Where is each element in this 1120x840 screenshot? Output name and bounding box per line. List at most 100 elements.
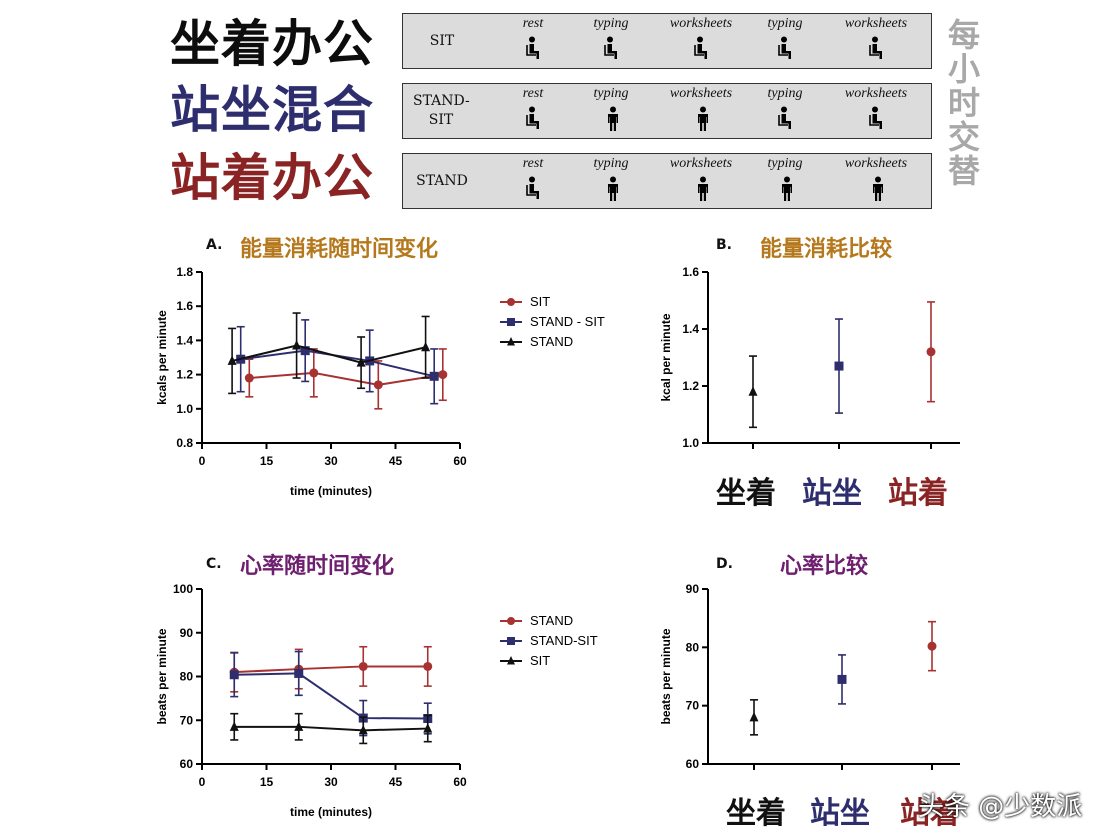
activity-label: worksheets: [844, 86, 908, 101]
activity-label: typing: [593, 156, 629, 171]
y-tick-label: 80: [180, 670, 194, 684]
y-tick-label: 1.2: [176, 368, 193, 382]
condition-title-standsit: 站坐混合: [170, 81, 374, 139]
chart-heartrate-comparison: 60 70 80 90 beats per minute: [659, 582, 960, 771]
series-line: [234, 665, 428, 674]
y-tick-label: 0.8: [176, 436, 193, 450]
data-point: [244, 373, 254, 383]
y-tick-label: 1.4: [682, 322, 699, 336]
standing-person-icon: [873, 176, 883, 201]
chart-energy-comparison: 1.0 1.2 1.4 1.6 kcal per minute: [659, 265, 960, 450]
category-point-group: [749, 699, 759, 736]
activity-label: worksheets: [669, 86, 733, 101]
data-point: [834, 361, 844, 371]
series-line: [231, 344, 426, 364]
seated-person-icon: [604, 36, 617, 59]
activity-label: worksheets: [669, 156, 733, 171]
x-tick-label: 0: [199, 775, 206, 789]
series-sit: [229, 712, 433, 745]
y-axis-label: kcal per minute: [659, 313, 673, 401]
activity-label: rest: [522, 86, 544, 101]
data-point: [292, 340, 302, 350]
data-point: [229, 670, 239, 680]
panel-letter-d: D.: [716, 556, 733, 572]
legend-entry: STAND: [530, 613, 573, 628]
data-point: [358, 661, 368, 671]
series-line: [234, 725, 428, 732]
schedule-box-standsit: STAND-SIT rest typing worksheets typing work…: [402, 83, 932, 139]
data-point: [423, 661, 433, 671]
schedule-box-stand: STAND rest typing worksheets typing workshee…: [402, 153, 932, 209]
activity-label: worksheets: [844, 156, 908, 171]
y-tick-label: 70: [686, 699, 700, 713]
activity-label: typing: [593, 16, 629, 31]
activity-label: rest: [522, 16, 544, 31]
chart-heartrate-over-time: 60 70 80 90 100 0 15 30 45 60 time (minutes) beats …: [155, 582, 598, 819]
data-point: [507, 656, 515, 665]
y-tick-label: 80: [686, 640, 700, 654]
chart-energy-over-time: 0.8 1.0 1.2 1.4 1.6 1.8 0 15 30 45 60 time (minutes…: [155, 265, 605, 498]
schedule-box-sit: SIT rest typing worksheets typing worksheets: [402, 13, 932, 69]
panel-title-a: 能量消耗随时间变化: [240, 237, 439, 262]
data-point: [229, 721, 239, 731]
y-tick-label: 70: [180, 713, 194, 727]
seated-person-icon: [869, 36, 882, 59]
group-label-sit-d: 坐着: [726, 796, 786, 831]
legend-entry: SIT: [530, 653, 550, 668]
legend-entry: STAND - SIT: [530, 314, 605, 329]
series-stand-sit: [229, 650, 433, 737]
series-line: [234, 672, 428, 720]
data-point: [421, 341, 431, 352]
schedule-label: STAND: [416, 173, 468, 189]
x-axis-label: time (minutes): [290, 484, 372, 498]
legend-entry: STAND-SIT: [530, 633, 598, 648]
activity-label: typing: [767, 86, 803, 101]
y-tick-label: 60: [180, 757, 194, 771]
y-tick-label: 90: [686, 582, 700, 596]
y-tick-label: 1.0: [176, 402, 193, 416]
legend-entry: STAND: [530, 334, 573, 349]
data-point: [294, 668, 304, 678]
y-tick-label: 60: [686, 757, 700, 771]
group-label-standsit-d: 站坐: [810, 796, 870, 831]
watermark: 头条 @少数派: [918, 792, 1083, 822]
group-label-stand-b: 站着: [888, 476, 948, 511]
data-point: [926, 347, 936, 357]
series-stand: [229, 645, 433, 693]
seated-person-icon: [869, 106, 882, 129]
schedule-label: SIT: [429, 33, 455, 49]
activity-label: typing: [767, 16, 803, 31]
y-tick-label: 1.0: [682, 436, 699, 450]
category-point-group: [927, 620, 937, 672]
condition-title-stand: 站着办公: [170, 149, 374, 207]
standing-person-icon: [698, 106, 708, 131]
seated-person-icon: [526, 36, 539, 59]
x-tick-label: 15: [260, 454, 274, 468]
data-point: [507, 617, 515, 625]
y-tick-label: 90: [180, 626, 194, 640]
x-tick-label: 45: [389, 775, 403, 789]
x-tick-label: 60: [453, 454, 467, 468]
seated-person-icon: [778, 36, 791, 59]
x-tick-label: 30: [324, 775, 338, 789]
x-tick-label: 15: [260, 775, 274, 789]
x-axis-label: time (minutes): [290, 805, 372, 819]
activity-label: typing: [767, 156, 803, 171]
vertical-note: 每小时交替: [947, 16, 980, 190]
activity-label: worksheets: [669, 16, 733, 31]
category-point-group: [748, 355, 758, 429]
data-point: [227, 355, 237, 365]
y-tick-label: 1.6: [176, 299, 193, 313]
panel-title-c: 心率随时间变化: [240, 554, 395, 579]
standing-person-icon: [608, 176, 618, 201]
group-label-stand-d: 站着: [900, 796, 960, 831]
data-point: [507, 298, 515, 306]
data-point: [356, 357, 366, 367]
panel-letter-c: C.: [206, 556, 222, 572]
y-tick-label: 1.4: [176, 333, 193, 347]
schedule-label: STAND-SIT: [413, 93, 470, 128]
category-point-group: [837, 654, 847, 705]
data-point: [507, 337, 515, 346]
activity-label: worksheets: [844, 16, 908, 31]
y-axis-label: beats per minute: [659, 628, 673, 724]
